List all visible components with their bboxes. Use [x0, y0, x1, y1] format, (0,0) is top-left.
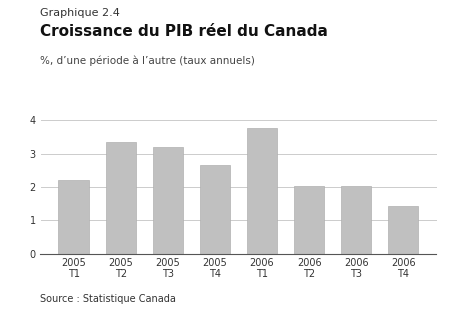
- Bar: [106, 142, 136, 254]
- Bar: [388, 206, 418, 254]
- Bar: [294, 186, 324, 254]
- Text: Source : Statistique Canada: Source : Statistique Canada: [40, 294, 176, 304]
- Bar: [58, 180, 89, 254]
- Bar: [341, 186, 371, 254]
- Text: Graphique 2.4: Graphique 2.4: [40, 8, 121, 18]
- Bar: [153, 147, 183, 254]
- Text: Croissance du PIB réel du Canada: Croissance du PIB réel du Canada: [40, 24, 328, 39]
- Text: %, d’une période à l’autre (taux annuels): %, d’une période à l’autre (taux annuels…: [40, 55, 256, 66]
- Bar: [247, 128, 277, 254]
- Bar: [200, 165, 230, 254]
